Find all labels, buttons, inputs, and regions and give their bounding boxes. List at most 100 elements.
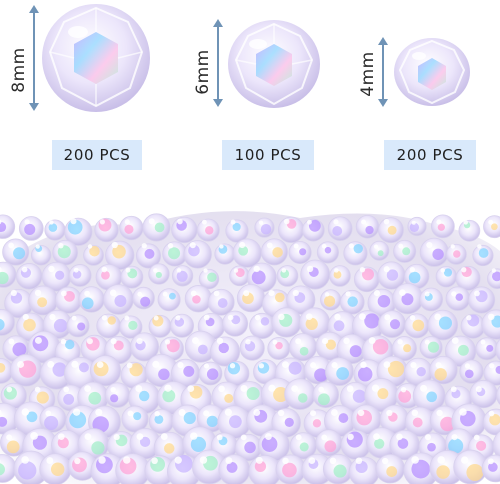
pile-bead	[222, 310, 249, 337]
pile-bead	[475, 337, 499, 361]
pile-bead	[303, 356, 332, 385]
pile-bead	[39, 453, 72, 484]
pile-bead	[375, 453, 405, 484]
pile-bead	[481, 454, 500, 483]
pile-bead	[289, 432, 317, 460]
pile-bead	[162, 241, 188, 267]
pile-bead	[171, 265, 194, 287]
pile-bead	[389, 429, 420, 461]
pile-bead	[278, 216, 305, 243]
pile-bead	[96, 313, 122, 339]
bead-8mm	[42, 4, 150, 112]
pile-bead	[336, 333, 367, 365]
pile-bead	[0, 308, 15, 336]
pile-bead	[66, 314, 90, 338]
pile-bead	[54, 286, 82, 314]
pile-bead	[83, 244, 104, 266]
pile-bead	[105, 240, 135, 270]
pile-bead	[135, 243, 162, 269]
pile-bead	[253, 359, 279, 385]
pile-bead	[322, 453, 354, 484]
pile-bead	[51, 429, 83, 462]
bead-pile-image	[0, 196, 500, 484]
pile-bead	[107, 431, 137, 461]
pile-bead	[30, 244, 52, 266]
pile-bead	[404, 313, 430, 339]
pile-bead	[419, 237, 449, 267]
pile-bead	[312, 381, 339, 409]
pile-bead	[41, 261, 72, 292]
pile-bead	[257, 429, 290, 462]
pile-bead	[429, 355, 458, 385]
pile-bead	[364, 378, 399, 413]
pile-bead	[183, 240, 212, 269]
pile-bead	[339, 289, 365, 315]
pile-bead	[132, 286, 155, 310]
pile-bead	[343, 241, 368, 266]
pile-bead	[435, 266, 458, 288]
pile-bead	[119, 215, 144, 241]
pile-bead	[431, 214, 455, 239]
pile-bead	[239, 335, 265, 361]
pile-bead	[315, 429, 343, 457]
pile-bead	[469, 379, 498, 409]
pile-bead	[445, 243, 467, 265]
height-arrow-8mm	[29, 5, 39, 111]
pile-bead	[403, 452, 440, 484]
bead-4mm	[394, 38, 470, 106]
pile-bead	[104, 382, 131, 408]
pile-bead	[403, 263, 430, 290]
pile-bead	[13, 401, 49, 437]
count-badge-4mm: 200 PCS	[384, 140, 476, 170]
size-label-4mm: 4mm	[358, 51, 378, 97]
pile-bead	[120, 265, 144, 289]
pile-bead	[472, 244, 494, 267]
pile-bead	[0, 261, 17, 288]
pile-bead	[355, 215, 380, 239]
pile-bead	[468, 286, 496, 314]
pile-bead	[458, 219, 481, 242]
pile-bead	[67, 451, 98, 481]
pile-bead	[275, 454, 306, 484]
pile-bead	[52, 239, 78, 266]
pile-bead	[492, 430, 500, 460]
pile-bead	[148, 314, 172, 338]
pile-bead	[445, 428, 474, 457]
pile-bead	[315, 331, 345, 361]
pile-bead	[0, 214, 16, 239]
pile-bead	[0, 428, 28, 457]
pile-bead	[348, 456, 380, 484]
pile-bead	[169, 313, 195, 338]
pile-bead	[44, 219, 66, 241]
pile-bead	[351, 310, 384, 342]
pile-bead	[233, 381, 266, 414]
pile-bead	[18, 216, 44, 241]
pile-bead	[260, 238, 288, 266]
pile-bead	[286, 285, 316, 315]
pile-bead	[267, 337, 291, 360]
pile-bead	[198, 268, 220, 290]
pile-bead	[351, 404, 382, 435]
pile-bead	[271, 307, 302, 338]
pile-bead	[276, 265, 299, 287]
pile-bead	[144, 455, 176, 484]
pile-bead	[301, 218, 325, 242]
pile-bead	[246, 404, 279, 437]
pile-bead	[236, 283, 266, 313]
pile-bead	[196, 218, 220, 242]
pile-bead	[404, 406, 436, 437]
pile-bead	[340, 429, 371, 460]
pile-bead	[28, 285, 59, 316]
pile-bead	[94, 217, 119, 243]
pile-bead	[119, 315, 143, 339]
height-arrow-4mm	[378, 37, 388, 107]
pile-bead	[300, 259, 331, 290]
pile-bead	[419, 336, 443, 360]
pile-bead	[184, 285, 213, 313]
height-arrow-6mm	[213, 19, 223, 107]
pile-bead	[210, 336, 241, 367]
pile-bead	[260, 377, 295, 412]
pile-bead	[254, 217, 275, 238]
pile-bead	[445, 286, 471, 311]
pile-bead	[407, 216, 427, 237]
